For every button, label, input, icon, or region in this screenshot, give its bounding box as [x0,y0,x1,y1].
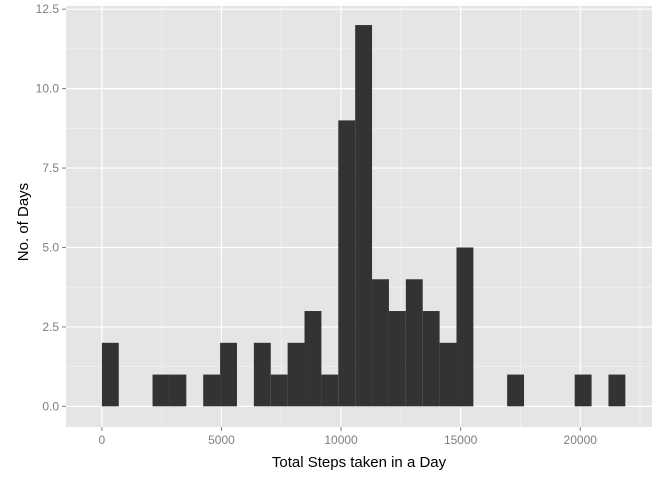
x-tick-label: 10000 [324,433,358,447]
x-tick-label: 20000 [564,433,598,447]
x-axis: 0 5000 10000 15000 20000 [99,427,598,447]
histogram-bar [388,311,406,407]
histogram-bar [321,374,339,407]
y-tick-label: 10.0 [36,82,60,96]
histogram-bar [608,374,626,407]
histogram-bar [355,25,373,407]
histogram-bar [372,279,389,407]
y-tick-label: 7.5 [42,161,59,175]
histogram-bar [439,342,457,407]
y-axis: 0.0 2.5 5.0 7.5 10.0 12.5 [36,2,66,413]
histogram-bar [152,374,170,407]
histogram-bar [101,342,119,407]
histogram-bar [270,374,288,407]
histogram-bar [169,374,187,407]
histogram-bar [253,342,271,407]
y-tick-label: 5.0 [42,240,59,254]
histogram-bar [456,247,474,407]
histogram-bar [220,342,237,407]
x-tick-label: 15000 [444,433,478,447]
x-tick-label: 0 [99,433,106,447]
histogram-bar [287,342,305,407]
histogram-bar [338,120,356,407]
y-tick-label: 0.0 [42,399,59,413]
histogram-bars [101,25,626,407]
y-tick-label: 12.5 [36,2,60,16]
histogram-bar [203,374,221,407]
histogram-bar [507,374,525,407]
histogram-bar [574,374,592,407]
y-tick-label: 2.5 [42,320,59,334]
x-axis-title: Total Steps taken in a Day [272,454,447,471]
y-axis-title: No. of Days [15,183,32,261]
x-tick-label: 5000 [208,433,235,447]
histogram-bar [422,311,440,407]
histogram-bar [304,311,322,407]
histogram-bar [405,279,423,407]
